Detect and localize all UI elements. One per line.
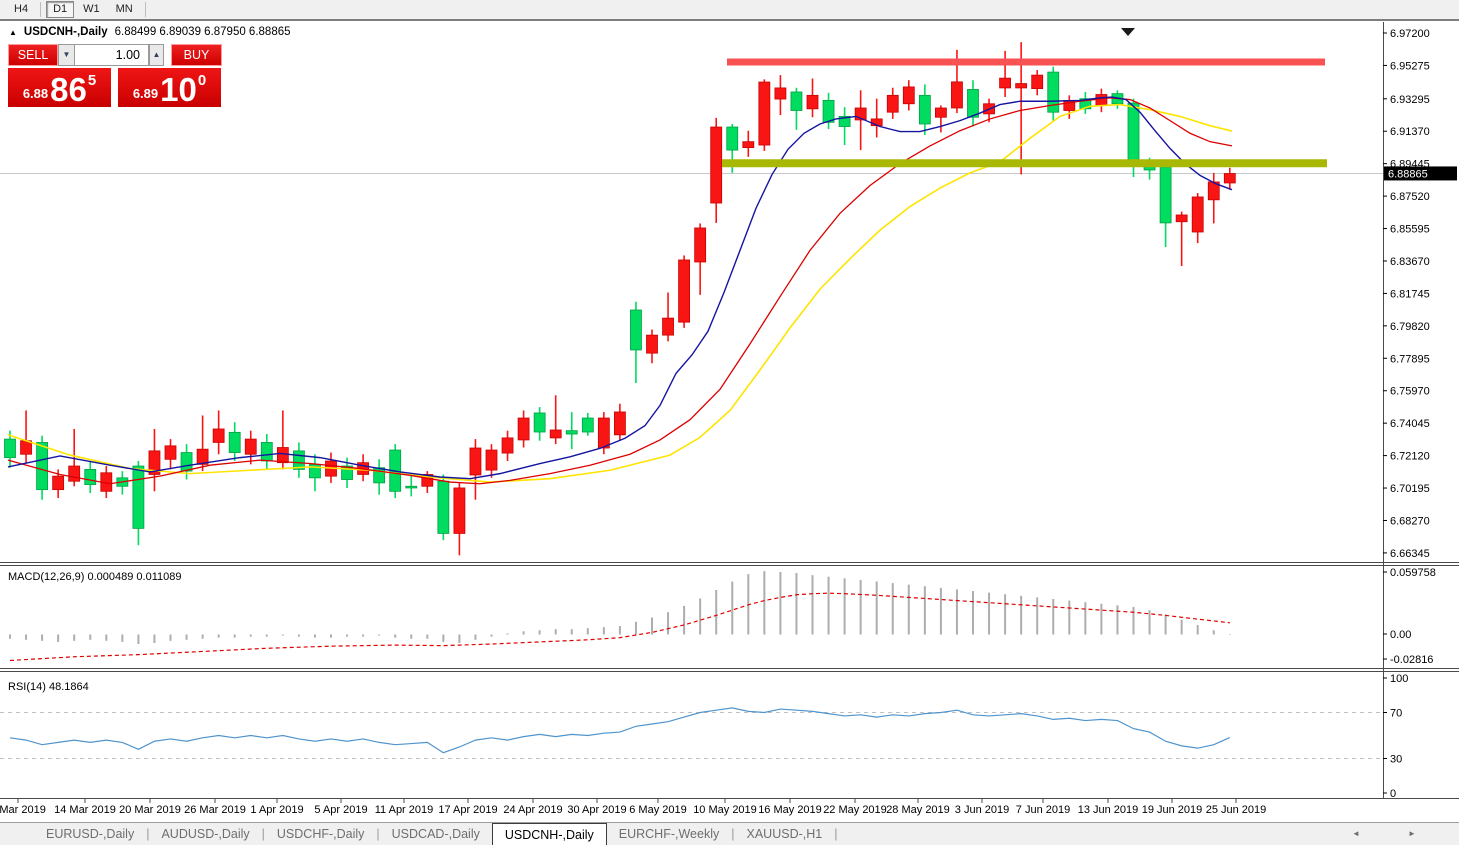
svg-text:-0.02816: -0.02816 [1390,654,1433,666]
chart-symbol-label: USDCNH-,Daily [23,26,108,38]
svg-text:6 May 2019: 6 May 2019 [629,804,686,816]
timeframe-w1-button[interactable]: W1 [76,1,107,18]
tabs-scroll-right-icon[interactable]: ► [1408,829,1416,838]
rsi-panel: RSI(14) 48.1864 100 70 30 0 [0,673,1408,800]
moving-averages-layer [7,96,1233,485]
toolbar-separator [144,2,146,17]
volume-input[interactable] [75,44,149,66]
svg-text:16 May 2019: 16 May 2019 [758,804,822,816]
svg-text:13 Jun 2019: 13 Jun 2019 [1078,804,1139,816]
svg-text:6.87520: 6.87520 [1390,191,1430,203]
chart-tabs-bar: EURUSD-,Daily | AUDUSD-,Daily | USDCHF-,… [0,822,1459,845]
tab-separator: | [261,827,265,841]
sell-price-button[interactable]: 6.88 86 5 [8,68,111,107]
tab-eurusd-daily[interactable]: EURUSD-,Daily [46,827,135,841]
sell-button[interactable]: SELL [8,44,58,66]
svg-text:20 Mar 2019: 20 Mar 2019 [119,804,181,816]
price-axis: 6.972006.952756.932956.913706.894456.875… [1383,28,1457,560]
svg-text:0.00: 0.00 [1390,629,1411,641]
tab-separator: | [834,827,838,841]
tab-usdcad-daily[interactable]: USDCAD-,Daily [391,827,480,841]
svg-text:8 Mar 2019: 8 Mar 2019 [0,804,46,816]
buy-price-pip-digit: 0 [197,72,207,89]
svg-text:0.059758: 0.059758 [1390,567,1436,579]
svg-text:17 Apr 2019: 17 Apr 2019 [438,804,497,816]
svg-text:6.74045: 6.74045 [1390,418,1430,430]
svg-text:14 Mar 2019: 14 Mar 2019 [54,804,116,816]
svg-text:6.95275: 6.95275 [1390,60,1430,72]
tabs-scroll-left-icon[interactable]: ◄ [1352,829,1360,838]
buy-price-button[interactable]: 6.89 10 0 [118,68,221,107]
svg-text:6.68270: 6.68270 [1390,515,1430,527]
sell-price-pip-digit: 5 [87,72,97,89]
svg-text:0: 0 [1390,788,1396,800]
svg-text:100: 100 [1390,673,1408,685]
macd-panel: MACD(12,26,9) 0.000489 0.011089 0.059758 0… [8,567,1436,666]
panel-borders [0,22,1459,799]
svg-text:6.97200: 6.97200 [1390,28,1430,40]
buy-button[interactable]: BUY [171,44,222,66]
one-click-trading-panel: SELL ▼ ▲ BUY 6.88 86 5 6.89 10 0 [8,44,222,108]
svg-text:70: 70 [1390,708,1402,720]
svg-text:5 Apr 2019: 5 Apr 2019 [314,804,367,816]
svg-text:6.77895: 6.77895 [1390,353,1430,365]
chart-ohlc-values: 6.88499 6.89039 6.87950 6.88865 [114,26,291,38]
svg-text:30 Apr 2019: 30 Apr 2019 [567,804,626,816]
svg-text:1 Apr 2019: 1 Apr 2019 [250,804,303,816]
chart-shift-marker-icon[interactable] [1121,28,1135,36]
svg-text:30: 30 [1390,754,1402,766]
volume-up-button[interactable]: ▲ [149,44,164,66]
tabbar-left-pad [0,823,34,845]
sell-price-base: 6.88 [22,86,49,101]
svg-text:6.91370: 6.91370 [1390,126,1430,138]
svg-text:24 Apr 2019: 24 Apr 2019 [503,804,562,816]
svg-text:6.66345: 6.66345 [1390,548,1430,560]
candles-layer [4,42,1236,556]
svg-text:6.83670: 6.83670 [1390,256,1430,268]
svg-text:6.81745: 6.81745 [1390,288,1430,300]
svg-text:6.75970: 6.75970 [1390,386,1430,398]
sell-price-big-digits: 86 [50,71,87,108]
timeframe-d1-button[interactable]: D1 [46,1,75,18]
svg-text:26 Mar 2019: 26 Mar 2019 [184,804,246,816]
svg-text:6.88865: 6.88865 [1388,168,1428,180]
svg-text:11 Apr 2019: 11 Apr 2019 [375,804,434,816]
level-lines-layer [722,58,1327,168]
svg-text:6.79820: 6.79820 [1390,321,1430,333]
toolbar-separator [40,2,42,17]
chart-title: ▲ USDCNH-,Daily 6.88499 6.89039 6.87950 … [9,26,291,38]
tab-xauusd-h1[interactable]: XAUUSD-,H1 [746,827,823,841]
timeframe-h4-button[interactable]: H4 [7,1,35,18]
tab-eurchf-weekly[interactable]: EURCHF-,Weekly [618,827,720,841]
tab-usdcnh-daily-active[interactable]: USDCNH-,Daily [491,823,607,845]
svg-text:RSI(14) 48.1864: RSI(14) 48.1864 [8,681,89,693]
buy-price-big-digits: 10 [160,71,197,108]
tab-separator: | [376,827,380,841]
svg-text:6.85595: 6.85595 [1390,224,1430,236]
timeframe-toolbar: H4 D1 W1 MN [0,0,1459,21]
volume-dropdown-button[interactable]: ▼ [58,44,75,66]
buy-price-base: 6.89 [132,86,159,101]
svg-text:19 Jun 2019: 19 Jun 2019 [1142,804,1203,816]
svg-text:6.70195: 6.70195 [1390,483,1430,495]
trade-controls-row: SELL ▼ ▲ BUY [8,44,222,66]
collapse-triangle-icon[interactable]: ▲ [9,27,17,37]
svg-text:7 Jun 2019: 7 Jun 2019 [1016,804,1070,816]
tab-separator: | [731,827,735,841]
timeframe-mn-button[interactable]: MN [109,1,140,18]
svg-text:3 Jun 2019: 3 Jun 2019 [955,804,1009,816]
tab-separator: | [146,827,150,841]
svg-text:25 Jun 2019: 25 Jun 2019 [1206,804,1267,816]
svg-text:6.93295: 6.93295 [1390,94,1430,106]
svg-text:28 May 2019: 28 May 2019 [886,804,950,816]
svg-text:MACD(12,26,9) 0.000489 0.01108: MACD(12,26,9) 0.000489 0.011089 [8,571,181,583]
svg-text:6.72120: 6.72120 [1390,451,1430,463]
tab-audusd-daily[interactable]: AUDUSD-,Daily [161,827,250,841]
tab-usdchf-daily[interactable]: USDCHF-,Daily [276,827,365,841]
svg-text:10 May 2019: 10 May 2019 [693,804,757,816]
svg-text:22 May 2019: 22 May 2019 [823,804,887,816]
